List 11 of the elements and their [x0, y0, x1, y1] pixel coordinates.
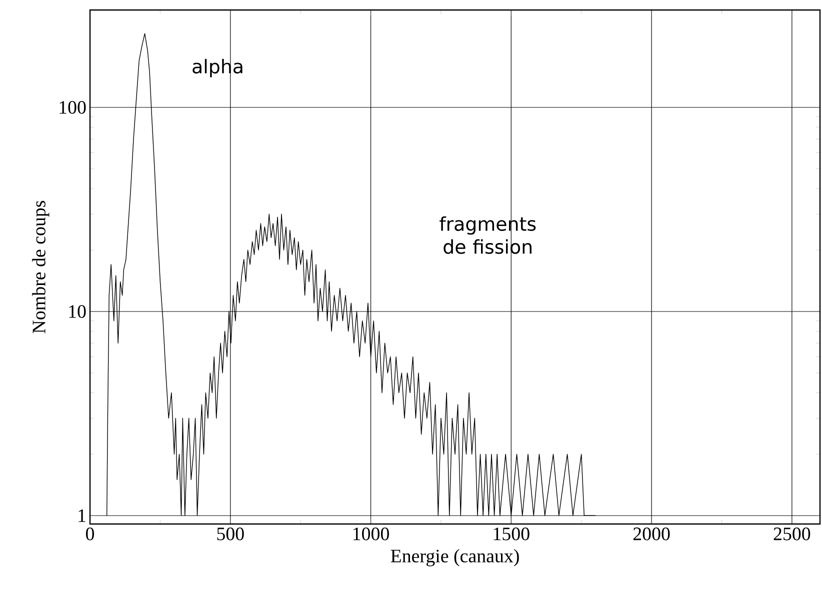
y-tick-label: 100 [60, 101, 86, 114]
x-tick-label: 2000 [633, 528, 670, 540]
x-axis-title: Energie (canaux) [390, 549, 519, 566]
y-tick-label: 10 [69, 305, 86, 318]
x-tick-label: 500 [217, 528, 244, 540]
y-tick-label: 1 [78, 509, 86, 522]
x-tick-label: 1000 [354, 528, 389, 540]
y-axis-title: Nombre de coups [32, 200, 50, 334]
x-tick-label: 2500 [774, 528, 810, 540]
x-tick-label: 0 [86, 528, 94, 540]
x-tick-label: 1500 [494, 528, 530, 540]
